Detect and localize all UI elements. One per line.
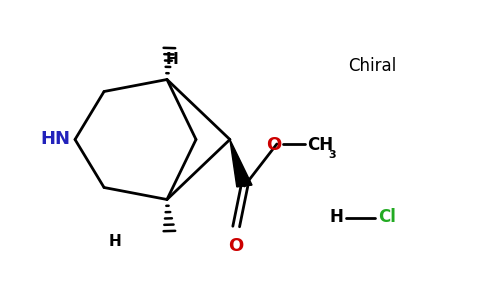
Text: CH: CH — [307, 136, 333, 154]
Text: H: H — [166, 52, 178, 68]
Text: O: O — [266, 136, 281, 154]
Text: 3: 3 — [328, 150, 336, 160]
Text: Cl: Cl — [378, 208, 396, 226]
Text: O: O — [228, 237, 244, 255]
Text: HN: HN — [41, 130, 71, 148]
Text: H: H — [330, 208, 343, 226]
Text: Chiral: Chiral — [348, 57, 397, 75]
Polygon shape — [230, 140, 252, 187]
Text: H: H — [109, 234, 121, 249]
